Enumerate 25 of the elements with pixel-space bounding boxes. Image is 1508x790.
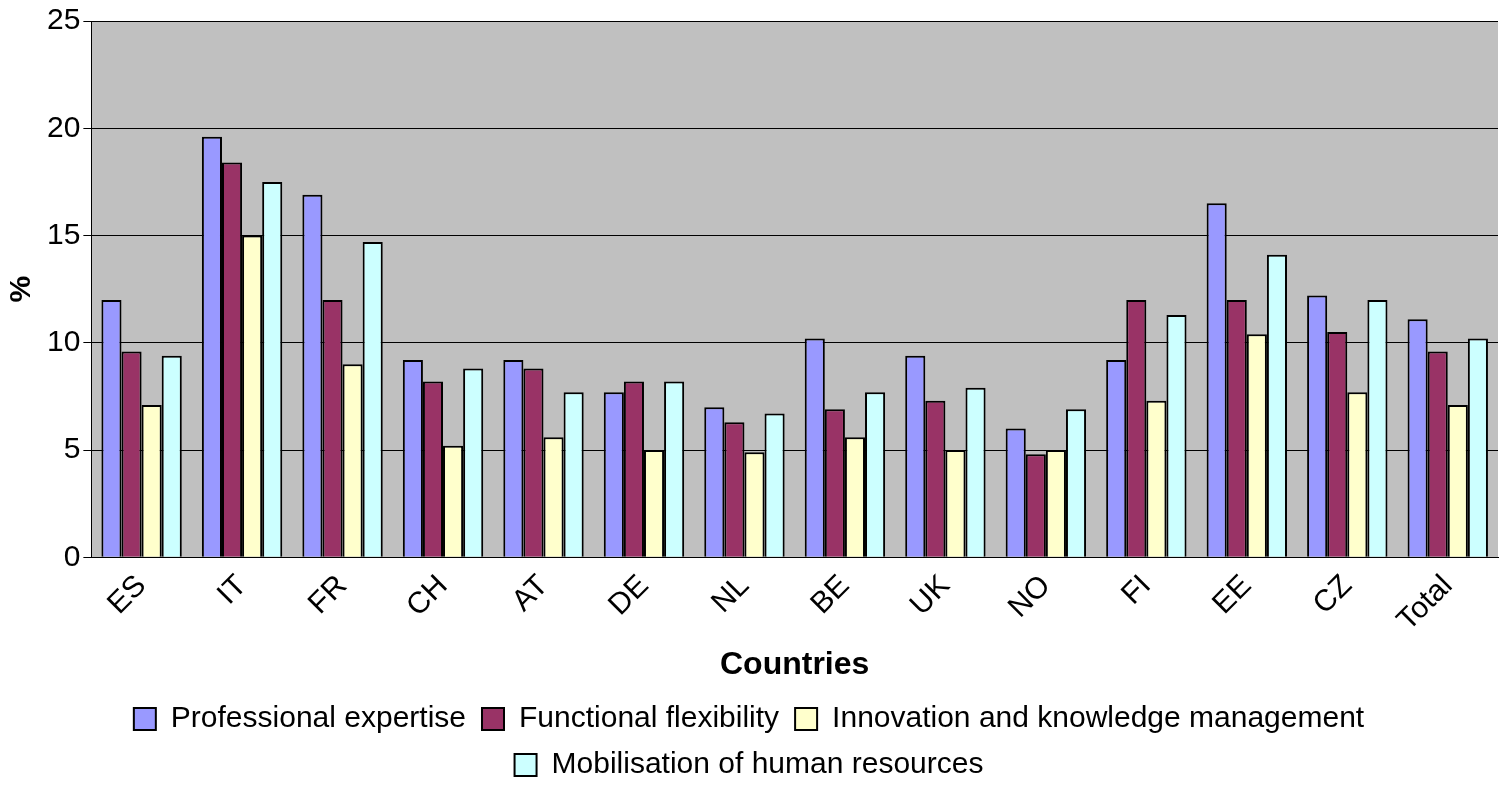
y-tick-label: 25 [46, 2, 81, 36]
y-tick-label: 5 [63, 431, 81, 465]
legend-label: Mobilisation of human resources [551, 746, 984, 780]
x-tick-label: BE [803, 567, 856, 620]
x-axis-title: Countries [720, 644, 870, 681]
x-tick-label: AT [504, 567, 554, 617]
x-tick-label: NL [704, 567, 755, 619]
legend-label: Functional flexibility [519, 700, 780, 734]
legend-label: Innovation and knowledge management [832, 700, 1365, 734]
x-tick-label: DE [601, 567, 655, 621]
y-tick-label: 10 [46, 324, 81, 358]
legend-label: Professional expertise [170, 700, 466, 734]
y-tick-label: 15 [46, 216, 81, 250]
x-tick-label: NO [1000, 567, 1056, 623]
x-tick-label: FI [1114, 567, 1157, 611]
x-tick-label: IT [209, 567, 253, 611]
y-tick-label: 20 [46, 109, 81, 143]
x-tick-label: ES [100, 567, 152, 620]
x-tick-label: CZ [1305, 567, 1358, 620]
x-tick-label: UK [902, 567, 956, 621]
x-tick-label: EE [1205, 567, 1257, 620]
x-tick-label: FR [301, 567, 353, 620]
y-axis-title: % [3, 275, 37, 303]
y-tick-label: 0 [63, 538, 81, 572]
x-tick-label: CH [399, 567, 454, 622]
